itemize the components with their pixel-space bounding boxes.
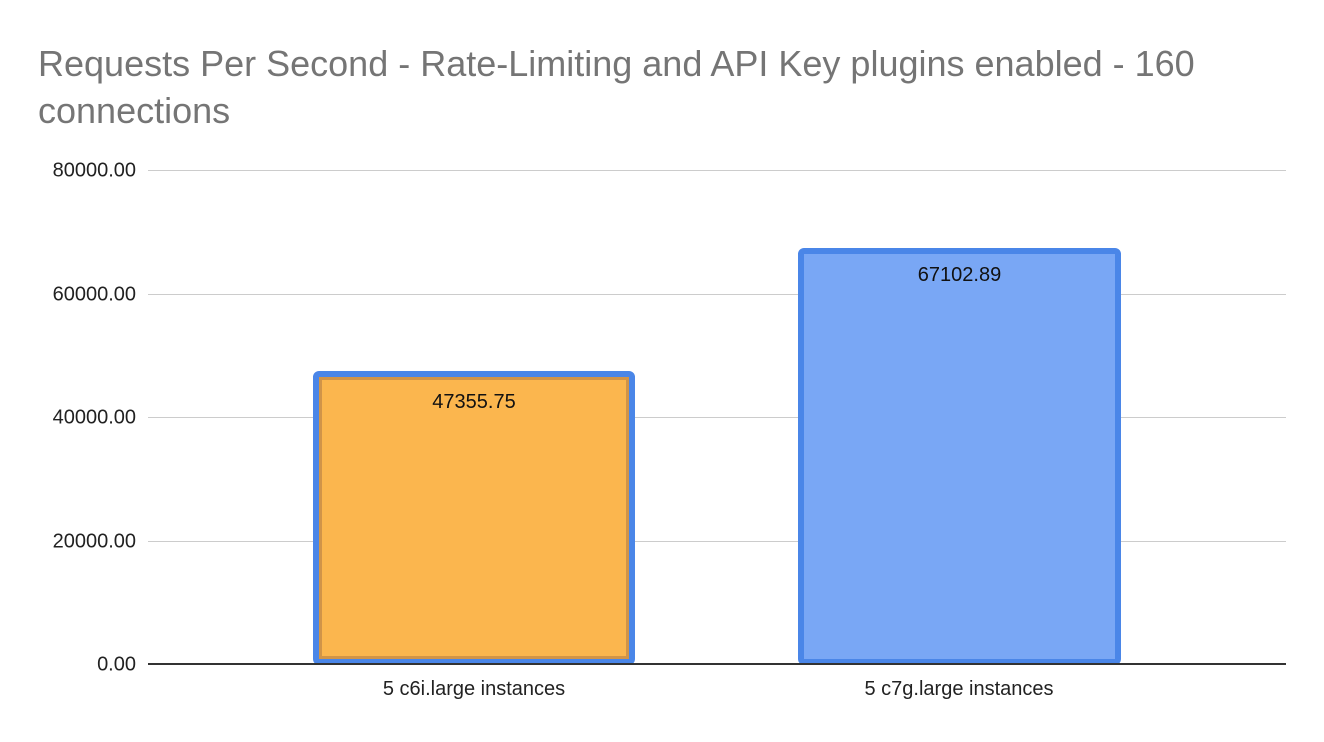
bar-c7g-large[interactable]: 67102.89 — [798, 248, 1121, 665]
x-axis-line — [148, 663, 1286, 665]
y-tick-label: 80000.00 — [52, 159, 136, 182]
gridline — [148, 170, 1286, 171]
y-tick-label: 0.00 — [97, 653, 136, 676]
chart-title: Requests Per Second - Rate-Limiting and … — [38, 43, 1195, 131]
x-category-label: 5 c6i.large instances — [382, 678, 566, 700]
gridline — [148, 417, 1286, 418]
bar-value-label: 47355.75 — [432, 391, 516, 413]
y-tick-label: 60000.00 — [52, 283, 136, 306]
x-category-label: 5 c7g.large instances — [864, 678, 1054, 700]
plot-area: 47355.75 67102.89 — [148, 170, 1286, 665]
bar-c6i-large[interactable]: 47355.75 — [313, 371, 635, 665]
y-tick-label: 40000.00 — [52, 406, 136, 429]
y-tick-label: 20000.00 — [52, 530, 136, 553]
gridline — [148, 294, 1286, 295]
bar-value-label: 67102.89 — [917, 264, 1002, 286]
gridline — [148, 541, 1286, 542]
